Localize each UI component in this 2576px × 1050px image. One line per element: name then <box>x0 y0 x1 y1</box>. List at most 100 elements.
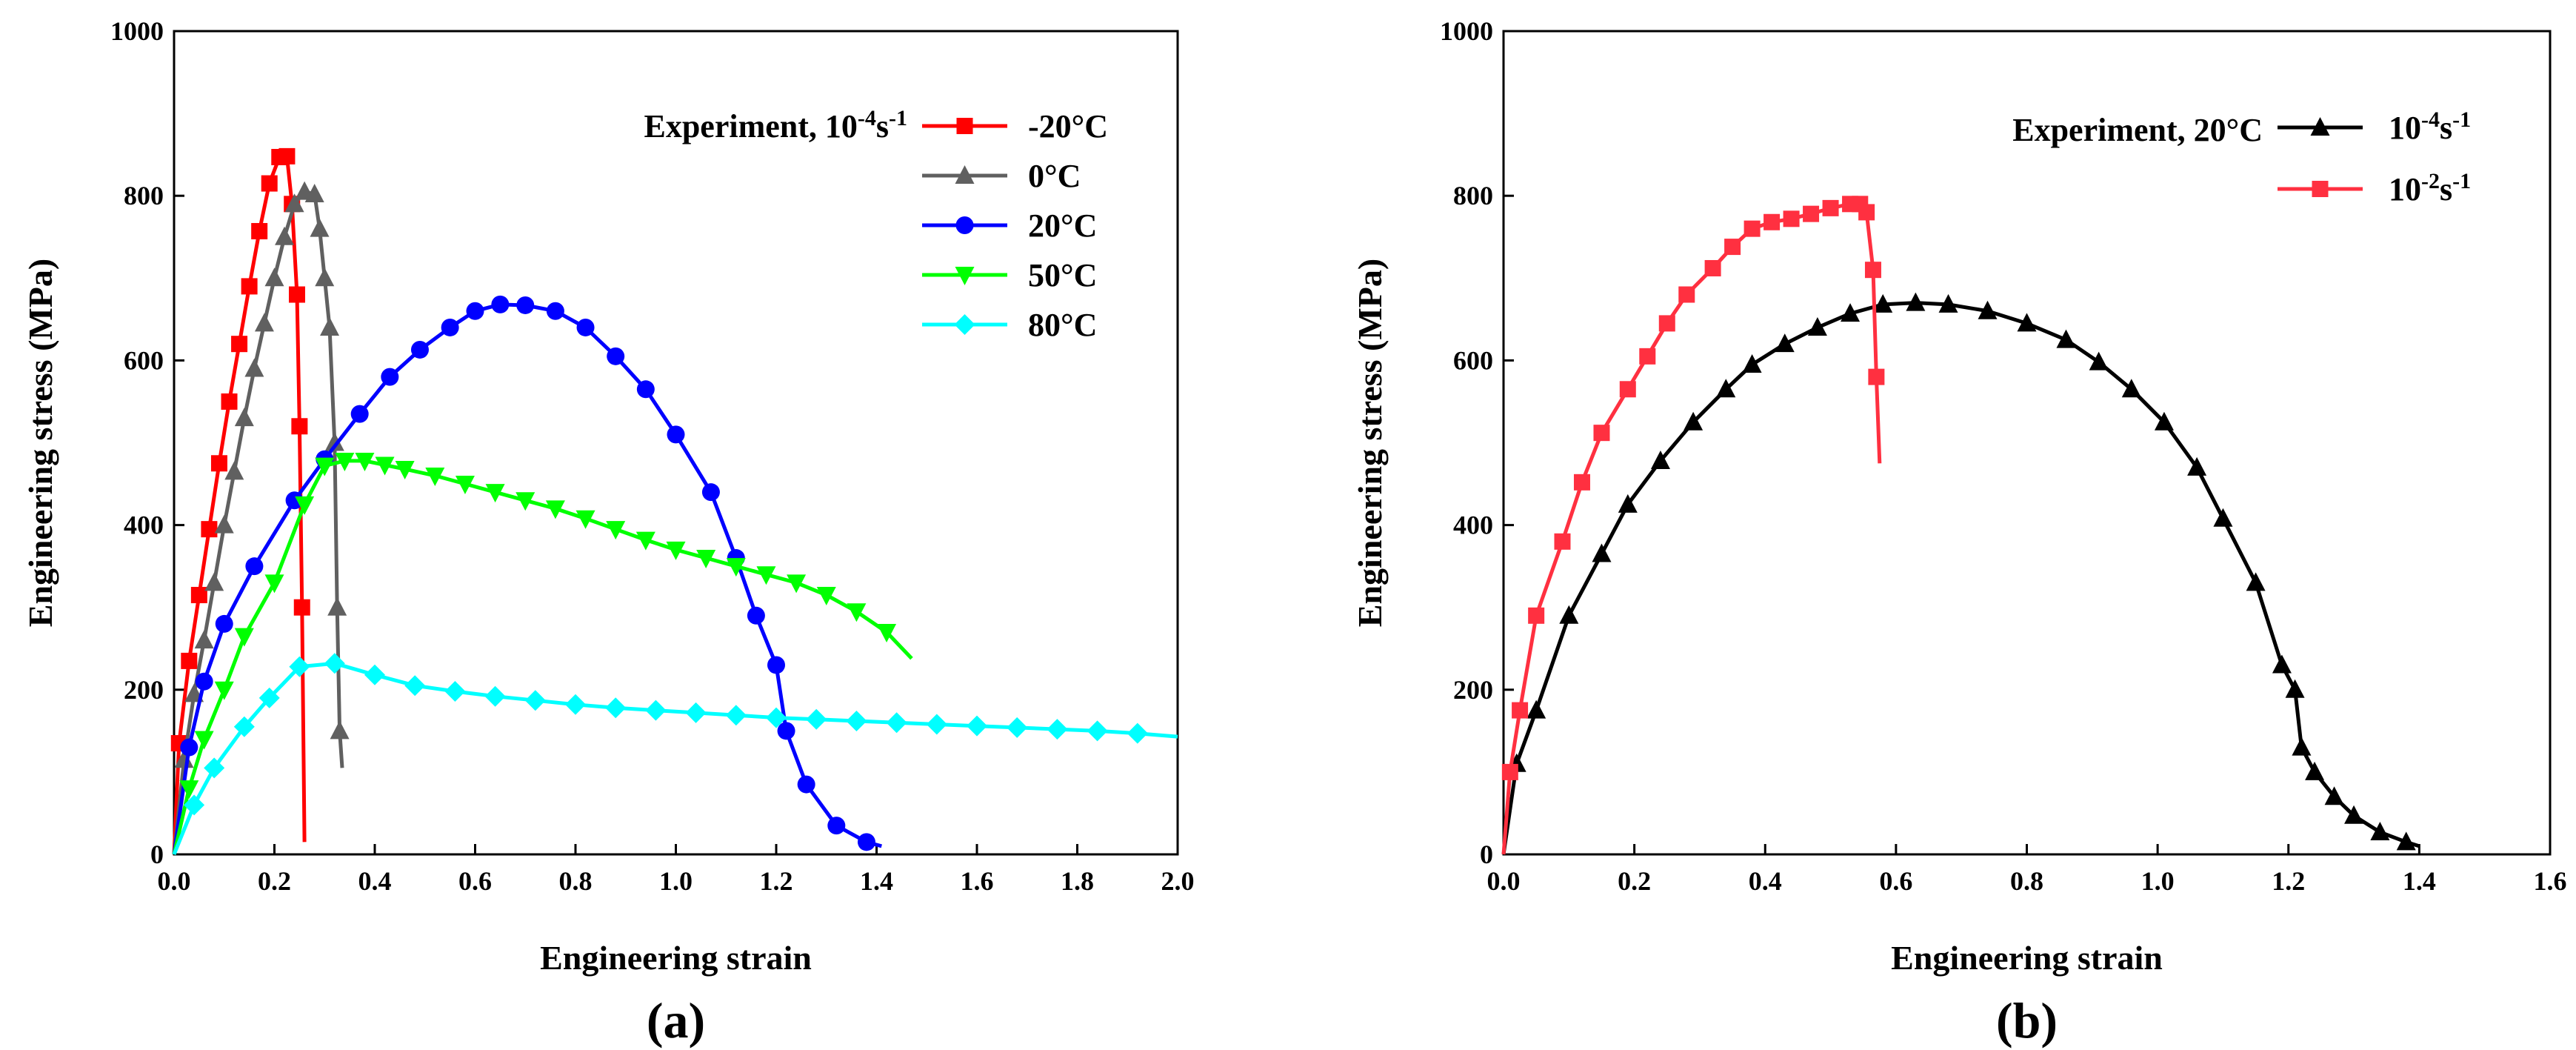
x-tick-label: 1.0 <box>659 866 693 896</box>
data-point <box>696 550 716 569</box>
data-point <box>806 708 827 730</box>
y-tick-label: 200 <box>1453 675 1493 705</box>
data-point <box>425 467 445 486</box>
data-point <box>289 656 310 677</box>
data-point <box>2272 654 2292 674</box>
x-tick-label: 1.4 <box>2403 866 2436 896</box>
data-point <box>444 681 466 702</box>
data-point <box>234 408 254 427</box>
data-point <box>701 483 720 502</box>
data-point <box>1526 700 1546 719</box>
data-point <box>1704 259 1721 276</box>
data-point <box>967 715 987 737</box>
data-point <box>355 452 375 471</box>
y-axis-label: Engineering stress (MPa) <box>21 259 59 627</box>
data-point <box>455 476 475 495</box>
data-point <box>1559 605 1579 624</box>
series-1 <box>1501 196 1885 855</box>
data-point <box>1554 533 1571 550</box>
data-point <box>466 302 484 320</box>
x-tick-label: 0.8 <box>559 866 593 896</box>
data-point <box>1906 292 1926 311</box>
panel-label: (a) <box>647 992 705 1049</box>
data-point <box>310 218 330 237</box>
data-point <box>264 574 284 594</box>
x-tick-label: 0.0 <box>1487 866 1521 896</box>
data-point <box>1678 286 1695 303</box>
legend-swatch-marker <box>954 314 975 335</box>
data-point <box>174 749 194 768</box>
series-line <box>172 190 344 855</box>
data-point <box>1938 293 1958 313</box>
legend-swatch-marker <box>955 267 975 285</box>
data-point <box>180 738 198 757</box>
y-tick-label: 200 <box>124 675 164 705</box>
y-tick-label: 800 <box>124 181 164 210</box>
data-point <box>1618 494 1638 513</box>
data-point <box>524 690 546 711</box>
data-point <box>1047 719 1068 740</box>
data-point <box>1841 303 1861 322</box>
legend-label: 80°C <box>1028 307 1097 343</box>
data-point <box>1744 220 1761 237</box>
data-point <box>666 541 686 560</box>
x-tick-label: 0.6 <box>1879 866 1912 896</box>
x-tick-label: 2.0 <box>1161 866 1195 896</box>
data-point <box>1803 205 1820 222</box>
data-point <box>485 484 505 503</box>
data-point <box>1592 543 1612 562</box>
data-point <box>1864 262 1881 279</box>
legend-label: 50°C <box>1028 257 1097 293</box>
data-point <box>857 833 875 851</box>
data-point <box>2246 572 2266 591</box>
x-tick-label: 1.0 <box>2141 866 2175 896</box>
data-point <box>210 455 227 472</box>
data-point <box>364 664 385 685</box>
x-tick-label: 1.2 <box>2272 866 2305 896</box>
data-point <box>1716 379 1736 398</box>
x-tick-label: 0.2 <box>258 866 291 896</box>
data-point <box>797 775 815 794</box>
legend-label: 10-2s-1 <box>2389 169 2471 208</box>
legend-title: Experiment, 10-4s-1 <box>644 106 907 145</box>
data-point <box>546 302 564 320</box>
data-point <box>245 557 264 576</box>
data-point <box>375 456 395 476</box>
x-tick-label: 0.4 <box>1749 866 1782 896</box>
data-point <box>181 652 198 669</box>
data-point <box>2187 456 2207 476</box>
x-axis-label: Engineering strain <box>1891 939 2163 977</box>
data-point <box>304 183 324 202</box>
data-point <box>2396 831 2416 851</box>
x-tick-label: 1.6 <box>961 866 994 896</box>
data-point <box>767 656 785 674</box>
y-tick-label: 0 <box>150 840 164 869</box>
data-point <box>184 794 205 816</box>
data-point <box>1873 293 1893 313</box>
data-point <box>645 700 667 721</box>
data-point <box>2213 508 2233 527</box>
data-point <box>335 452 355 471</box>
data-point <box>886 712 907 734</box>
legend-label: -20°C <box>1028 108 1108 144</box>
data-point <box>395 461 415 480</box>
data-point <box>1858 204 1875 221</box>
y-tick-label: 600 <box>124 345 164 375</box>
data-point <box>327 597 347 616</box>
x-tick-label: 0.6 <box>458 866 492 896</box>
data-point <box>2017 313 2037 332</box>
panel-a: 0.0 0.2 0.4 0.6 0.8 1.0 1.2 1.4 1.6 1.8 2.0 0 200 400… <box>21 16 1195 1049</box>
data-point <box>1978 300 1998 319</box>
data-point <box>258 687 280 708</box>
data-point <box>2370 822 2390 841</box>
data-point <box>233 716 255 737</box>
y-tick-label: 1000 <box>1440 16 1493 46</box>
series-3 <box>172 452 913 855</box>
data-point <box>2285 679 2305 698</box>
data-point <box>1639 348 1656 365</box>
data-point <box>827 817 846 835</box>
data-point <box>195 672 213 691</box>
y-tick-label: 400 <box>124 511 164 540</box>
series-4 <box>172 653 1178 855</box>
